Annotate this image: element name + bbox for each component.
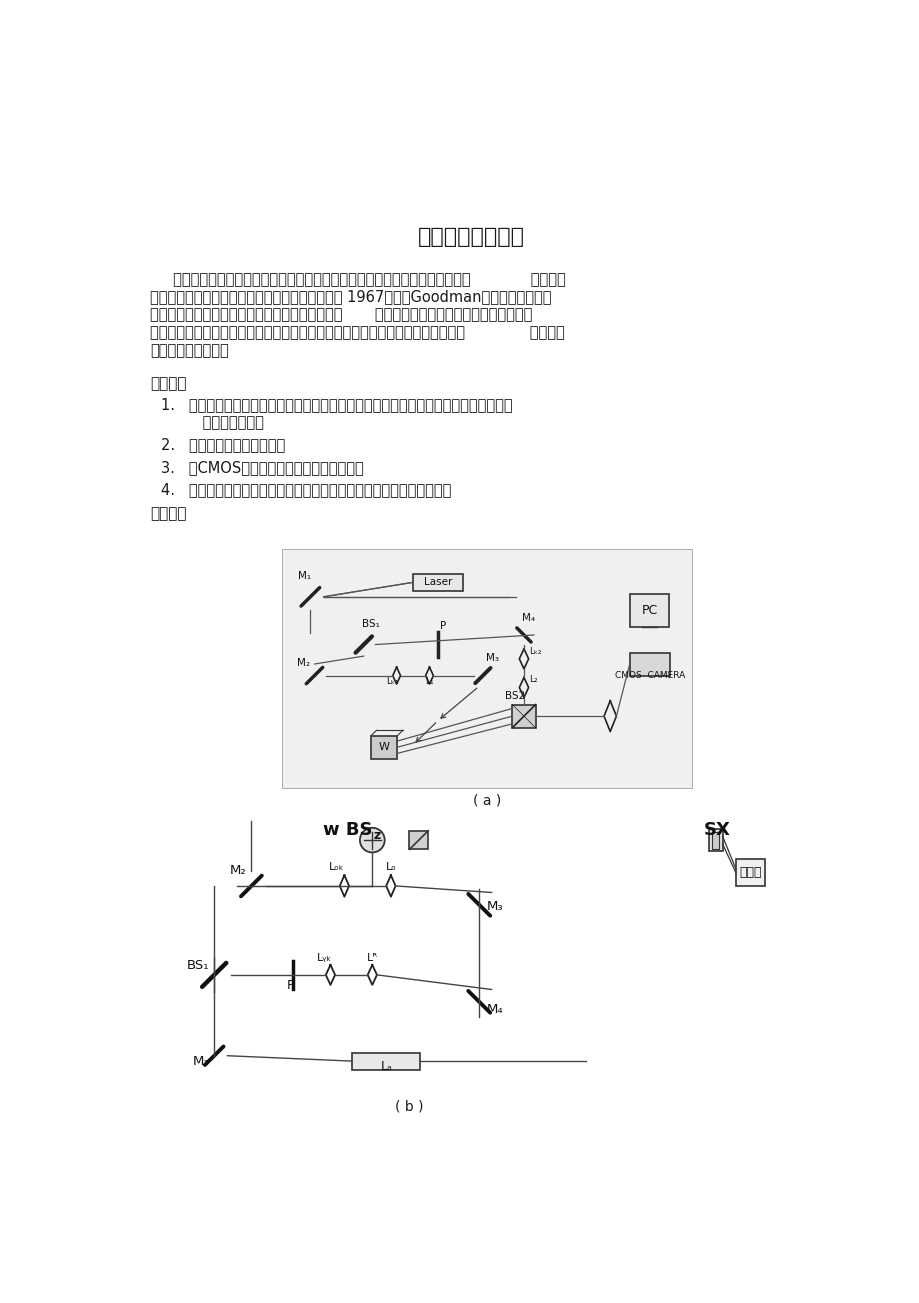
- Text: M₄: M₄: [522, 612, 535, 623]
- Bar: [370, 736, 397, 758]
- Bar: [409, 831, 427, 850]
- Text: P: P: [439, 620, 446, 631]
- Text: 代了全息干版，免去了全息干版的冲洗工作以及降低了对全息工作台的隔振要求。              给使用者: 代了全息干版，免去了全息干版的冲洗工作以及降低了对全息工作台的隔振要求。 给使用…: [150, 324, 564, 340]
- Text: BS₁: BS₁: [186, 959, 209, 972]
- Text: Lₒ: Lₒ: [385, 863, 396, 872]
- Text: 图输入计算机，由计算机进行数字再现的方法早在 1967年就由Goodman等人提出，现已广: 图输入计算机，由计算机进行数字再现的方法早在 1967年就由Goodman等人提…: [150, 289, 550, 305]
- Bar: [708, 829, 721, 851]
- Text: 实验原理: 实验原理: [150, 506, 187, 521]
- Text: 字再现的原理。: 字再现的原理。: [162, 416, 264, 430]
- Text: CMOS  CAMERA: CMOS CAMERA: [614, 671, 684, 680]
- Text: M₂: M₂: [297, 658, 310, 668]
- Bar: [352, 1053, 420, 1070]
- Text: 数字全息实验研究: 数字全息实验研究: [417, 227, 525, 248]
- Text: Lₖ₁: Lₖ₁: [386, 678, 399, 687]
- Text: 1.   熟悉数字全息实验原理和方法；通过观察全息图的微观结构，深入理解全息记录和数: 1. 熟悉数字全息实验原理和方法；通过观察全息图的微观结构，深入理解全息记录和数: [162, 397, 513, 412]
- Text: z: z: [373, 829, 380, 842]
- Text: 3.   用CMOS数字摄像头记录物体的全息图。: 3. 用CMOS数字摄像头记录物体的全息图。: [162, 460, 364, 474]
- Bar: [711, 831, 719, 848]
- Text: Lᵧₖ: Lᵧₖ: [316, 952, 332, 963]
- Text: w BS: w BS: [323, 821, 372, 839]
- Text: SX: SX: [703, 821, 730, 839]
- Text: Lₐ: Lₐ: [380, 1059, 391, 1072]
- Bar: [630, 594, 668, 627]
- Bar: [735, 860, 765, 886]
- Bar: [281, 549, 692, 788]
- Text: 实验目的: 实验目的: [150, 375, 187, 391]
- Text: 光敏面: 光敏面: [739, 866, 761, 880]
- Text: PC: PC: [641, 605, 657, 618]
- Text: 带来了更大的方便。: 带来了更大的方便。: [150, 343, 229, 358]
- Bar: [412, 575, 462, 592]
- Text: M₂: M₂: [230, 864, 246, 877]
- Text: 2.   熟悉数字全息记录光路。: 2. 熟悉数字全息记录光路。: [162, 438, 286, 452]
- Text: W: W: [379, 743, 390, 752]
- Text: M₃: M₃: [486, 899, 503, 912]
- Text: 泛地应用于数字显微、干涉测量、三维图像识别、       医疗诊断等领域。数字全息用光电器件替: 泛地应用于数字显微、干涉测量、三维图像识别、 医疗诊断等领域。数字全息用光电器件…: [150, 308, 532, 322]
- Text: BS2: BS2: [505, 691, 525, 701]
- Text: 4.   熟悉用全息图数字再现程序对所记录的全息图进行数字再现的过程。: 4. 熟悉用全息图数字再现程序对所记录的全息图进行数字再现的过程。: [162, 482, 451, 496]
- Text: ( b ): ( b ): [395, 1100, 424, 1114]
- Text: M₁: M₁: [192, 1055, 209, 1068]
- Text: M₃: M₃: [485, 653, 498, 663]
- Text: P: P: [286, 979, 293, 992]
- Text: L₂: L₂: [528, 675, 538, 684]
- Bar: [512, 705, 535, 727]
- Text: Lₖ₂: Lₖ₂: [528, 646, 541, 655]
- Text: Lᴿ: Lᴿ: [367, 952, 378, 963]
- Text: M₁: M₁: [298, 572, 311, 581]
- Text: 数字全息记录和再现原理，即利用数字全息记录程序和光电器件记录全息图，             并将全息: 数字全息记录和再现原理，即利用数字全息记录程序和光电器件记录全息图， 并将全息: [150, 272, 565, 287]
- Text: Laser: Laser: [423, 577, 451, 588]
- Text: L₁: L₁: [425, 678, 434, 687]
- Bar: [629, 653, 669, 676]
- Text: ( a ): ( a ): [472, 794, 501, 808]
- Text: BS₁: BS₁: [362, 619, 380, 629]
- Text: Lₒₖ: Lₒₖ: [328, 863, 344, 872]
- Circle shape: [359, 827, 384, 852]
- Text: M₄: M₄: [486, 1003, 503, 1015]
